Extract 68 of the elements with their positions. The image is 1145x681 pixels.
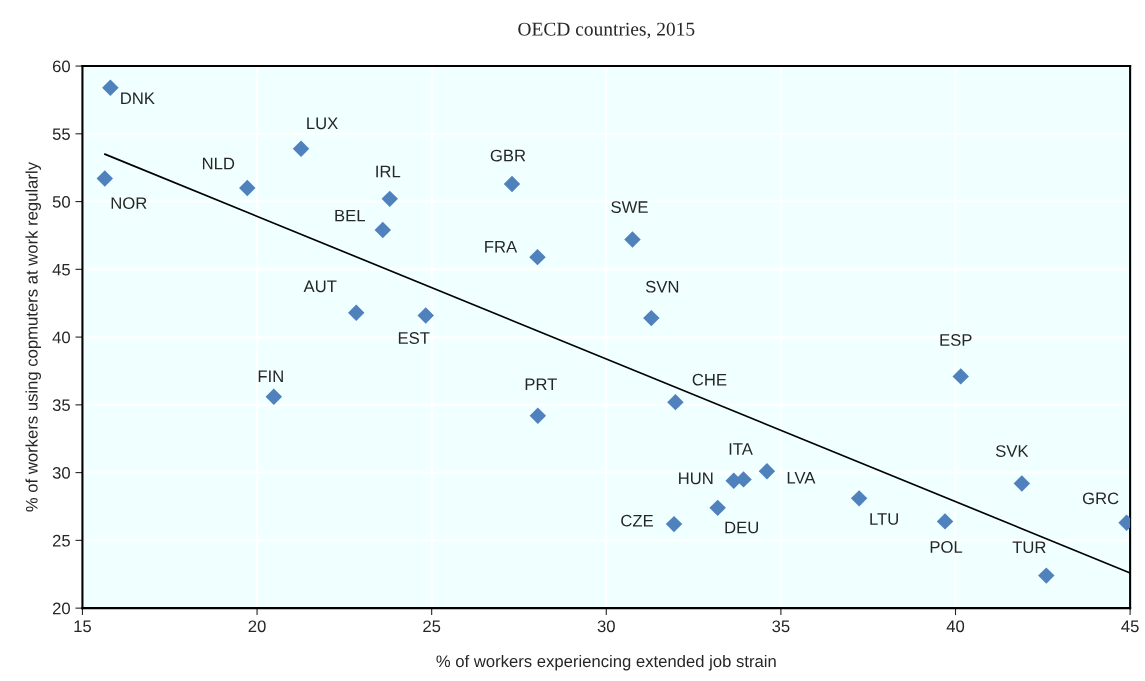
annotation: GBR [490,149,526,162]
y-tick-label: 40 [52,331,70,344]
point [529,248,546,266]
point [624,231,641,248]
point [374,221,391,239]
annotation: NLD [202,157,235,170]
annotation: BEL [335,209,365,222]
annotation: NOR [111,197,147,210]
x-tick-label: 25 [423,620,441,633]
y-axis-title: % of workers using copmuters at work regularly [25,162,41,512]
annotation: SVK [995,445,1029,457]
annotation: LUX [307,117,338,130]
point [952,368,969,385]
point [758,463,776,480]
y-tick-label: 30 [52,467,70,479]
point [348,304,365,321]
annotation: ESP [940,334,972,346]
point [292,140,310,157]
annotation: AUT [303,280,337,293]
point [1038,567,1055,584]
y-tick-label: 35 [52,399,70,412]
point [850,490,868,507]
annotation: DNK [121,92,155,105]
y-tick-label: 50 [52,195,70,208]
annotation: TUR [1012,541,1046,554]
annotation: ITA [729,443,753,455]
y-tick-label: 60 [52,60,70,73]
annotation: LVA [787,472,816,484]
y-tick-label: 20 [52,602,70,615]
point [239,179,256,197]
annotation: PRT [525,378,557,391]
annotation: IRL [376,165,401,178]
x-tick-label: 30 [597,620,615,633]
x-tick-label: 45 [1121,620,1139,633]
point [936,513,954,530]
chart-title: OECD countries, 2015 [518,22,695,39]
annotation: SWE [611,201,648,213]
x-tick-label: 20 [248,620,266,633]
annotation: LTU [870,513,898,525]
point [96,170,114,187]
x-tick-label: 35 [772,620,790,633]
point [265,388,283,405]
annotation: FIN [258,370,283,383]
point [381,190,398,208]
y-tick-label: 25 [52,534,70,547]
annotation: CHE [692,373,727,386]
annotation: CZE [621,514,653,527]
x-tick-label: 40 [946,620,965,633]
point [503,175,521,193]
annotation: DEU [725,521,758,534]
point [529,407,547,424]
y-tick-label: 55 [52,128,70,141]
point [665,515,683,533]
annotation: HUN [679,472,713,485]
annotation: EST [398,332,430,344]
point [643,309,660,327]
y-tick-label: 45 [52,263,70,276]
annotation: POL [930,541,963,553]
point [417,307,434,324]
annotation: SVN [645,280,679,293]
annotation: GRC [1082,492,1119,505]
x-axis-title: % of workers experiencing extended job strain [436,654,776,671]
point [102,79,119,96]
point [1013,475,1031,492]
point [667,393,684,411]
point [709,499,726,517]
annotation: FRA [485,240,518,253]
x-tick-label: 15 [74,620,92,633]
